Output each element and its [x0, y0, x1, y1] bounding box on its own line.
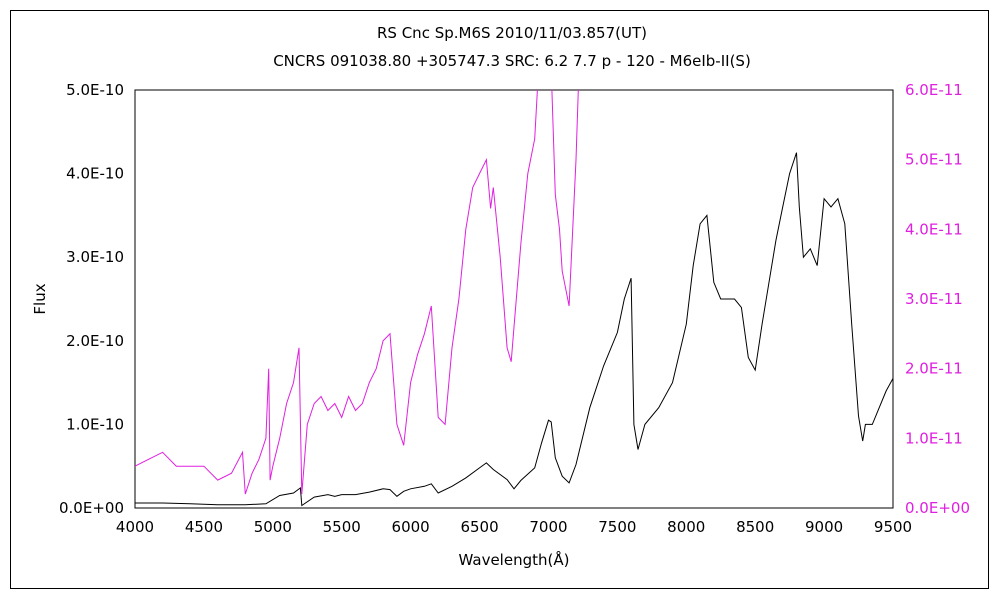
x-axis-ticks: 4000 4500 5000 5500 6000 6500 7000 7500 8000 8500… — [116, 518, 912, 536]
y-right-tick-label: 6.0E-11 — [905, 81, 963, 99]
series-line-1 — [135, 152, 893, 507]
chart-title: RS Cnc Sp.M6S 2010/11/03.857(UT) — [377, 24, 647, 42]
x-tick-label: 8500 — [736, 518, 774, 536]
x-tick-label: 9000 — [805, 518, 843, 536]
y-right-tick-label: 0.0E+00 — [905, 499, 970, 517]
x-axis-label: Wavelength(Å) — [459, 550, 570, 569]
y-left-tick-label: 2.0E-10 — [66, 332, 124, 350]
plot-area — [134, 89, 894, 509]
y-left-tick-label: 3.0E-10 — [66, 248, 124, 266]
y-left-tick-label: 1.0E-10 — [66, 415, 124, 433]
x-tick-label: 6000 — [392, 518, 430, 536]
x-tick-label: 7000 — [529, 518, 567, 536]
y-left-tick-label: 4.0E-10 — [66, 165, 124, 183]
y-right-axis-ticks: 0.0E+00 1.0E-11 2.0E-11 3.0E-11 4.0E-11 5.0E-… — [905, 81, 970, 517]
y-right-tick-label: 2.0E-11 — [905, 360, 963, 378]
y-left-tick-label: 5.0E-10 — [66, 81, 124, 99]
x-tick-label: 9500 — [874, 518, 912, 536]
y-right-tick-label: 1.0E-11 — [905, 429, 963, 447]
series-layer — [135, 90, 893, 507]
y-left-axis-ticks: 0.0E+00 1.0E-10 2.0E-10 3.0E-10 4.0E-10 5.0E-… — [59, 81, 124, 517]
chart-subtitle: CNCRS 091038.80 +305747.3 SRC: 6.2 7.7 p… — [273, 52, 751, 70]
series-line-2 — [135, 90, 579, 495]
y-right-tick-label: 4.0E-11 — [905, 220, 963, 238]
x-tick-label: 4000 — [116, 518, 154, 536]
y-left-tick-label: 0.0E+00 — [59, 499, 124, 517]
chart-frame — [10, 10, 989, 589]
y-right-tick-label: 5.0E-11 — [905, 151, 963, 169]
x-tick-label: 8000 — [667, 518, 705, 536]
y-right-tick-label: 3.0E-11 — [905, 290, 963, 308]
x-tick-label: 6500 — [460, 518, 498, 536]
x-tick-label: 4500 — [185, 518, 223, 536]
x-tick-label: 7500 — [598, 518, 636, 536]
x-tick-label: 5000 — [254, 518, 292, 536]
y-axis-label: Flux — [31, 283, 49, 314]
x-tick-label: 5500 — [323, 518, 361, 536]
